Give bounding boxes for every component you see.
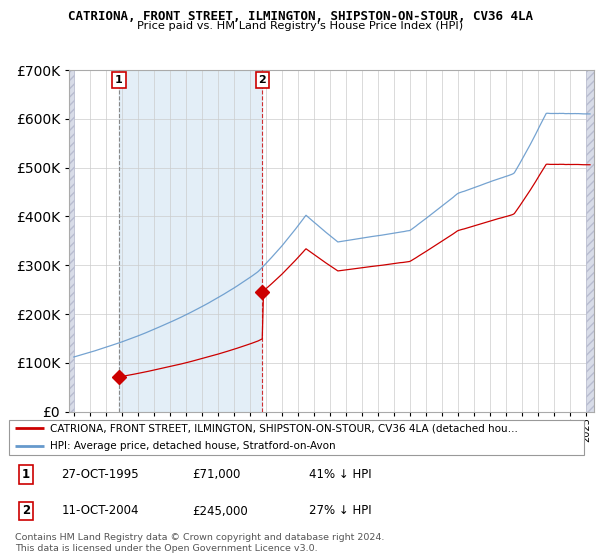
Bar: [586, 70, 594, 412]
Text: £71,000: £71,000: [192, 468, 241, 481]
Text: 2: 2: [22, 505, 30, 517]
Text: 1: 1: [22, 468, 30, 481]
Text: 27% ↓ HPI: 27% ↓ HPI: [308, 505, 371, 517]
Text: Contains HM Land Registry data © Crown copyright and database right 2024.
This d: Contains HM Land Registry data © Crown c…: [15, 533, 385, 553]
Text: 2: 2: [259, 75, 266, 85]
Text: 27-OCT-1995: 27-OCT-1995: [61, 468, 139, 481]
Text: CATRIONA, FRONT STREET, ILMINGTON, SHIPSTON-ON-STOUR, CV36 4LA (detached hou…: CATRIONA, FRONT STREET, ILMINGTON, SHIPS…: [50, 423, 518, 433]
Bar: [119, 70, 262, 412]
Text: HPI: Average price, detached house, Stratford-on-Avon: HPI: Average price, detached house, Stra…: [50, 441, 335, 451]
Text: Price paid vs. HM Land Registry's House Price Index (HPI): Price paid vs. HM Land Registry's House …: [137, 21, 463, 31]
Text: 1: 1: [115, 75, 123, 85]
Bar: [69, 70, 74, 412]
Text: 11-OCT-2004: 11-OCT-2004: [61, 505, 139, 517]
Text: 41% ↓ HPI: 41% ↓ HPI: [308, 468, 371, 481]
Text: £245,000: £245,000: [192, 505, 248, 517]
Text: CATRIONA, FRONT STREET, ILMINGTON, SHIPSTON-ON-STOUR, CV36 4LA: CATRIONA, FRONT STREET, ILMINGTON, SHIPS…: [67, 10, 533, 22]
FancyBboxPatch shape: [9, 420, 584, 455]
